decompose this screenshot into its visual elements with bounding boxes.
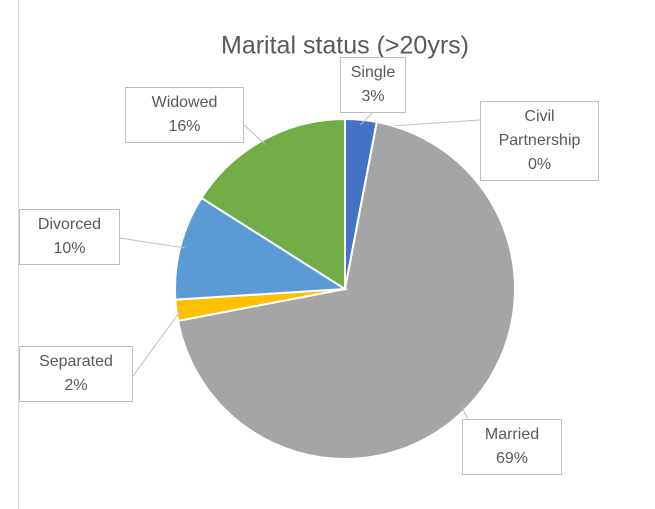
data-label: Widowed 16% [125, 87, 244, 143]
data-label: Divorced 10% [19, 209, 120, 265]
value-label: 2% [64, 377, 88, 394]
chart-title: Marital status (>20yrs) [221, 32, 469, 60]
leader-line [119, 237, 186, 249]
value-label: 0% [527, 156, 552, 173]
category-name: Civil Partnership [498, 108, 581, 149]
category-name: Separated [39, 353, 113, 370]
category-name: Widowed [151, 94, 218, 111]
value-label: 69% [495, 450, 529, 467]
leader-line [243, 124, 266, 145]
category-name: Single [350, 64, 396, 81]
data-label: Single 3% [340, 57, 406, 113]
pie-slice [176, 120, 516, 460]
pie-slice [200, 117, 346, 291]
category-name: Married [484, 426, 540, 443]
category-name: Divorced [37, 216, 102, 233]
data-label: Married 69% [462, 419, 562, 475]
data-label: Separated 2% [19, 346, 133, 402]
value-label: 3% [361, 88, 385, 105]
pie-slice [174, 196, 349, 301]
value-label: 16% [168, 118, 201, 135]
leader-line [132, 309, 182, 377]
value-label: 10% [53, 240, 86, 257]
data-label: Civil Partnership 0% [480, 101, 599, 181]
